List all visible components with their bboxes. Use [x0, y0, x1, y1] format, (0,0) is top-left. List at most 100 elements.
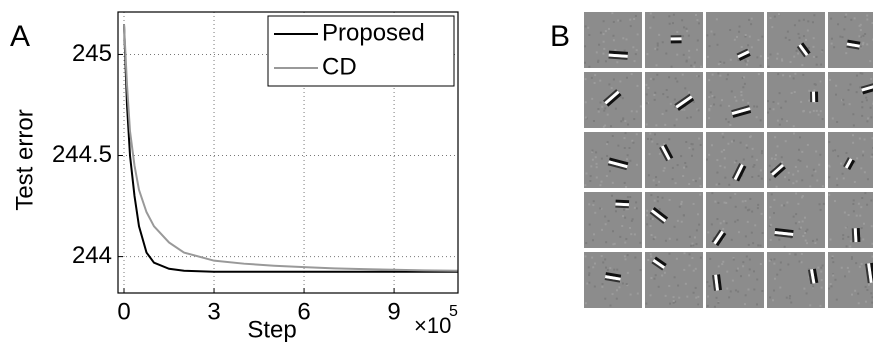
- noise: [725, 118, 727, 120]
- noise: [802, 74, 804, 76]
- noise: [698, 22, 700, 24]
- noise: [815, 150, 817, 152]
- noise: [854, 17, 856, 19]
- noise: [627, 196, 629, 198]
- noise: [835, 94, 837, 96]
- noise: [695, 268, 697, 270]
- noise: [834, 279, 836, 281]
- noise: [793, 77, 795, 79]
- noise: [683, 109, 685, 111]
- noise: [601, 181, 603, 183]
- noise: [688, 50, 690, 52]
- noise: [802, 110, 804, 112]
- noise: [717, 302, 719, 304]
- noise: [774, 158, 776, 160]
- noise: [867, 178, 869, 180]
- noise: [591, 257, 593, 259]
- noise: [803, 19, 805, 21]
- noise: [773, 290, 775, 292]
- noise: [866, 19, 868, 21]
- noise: [718, 63, 720, 65]
- noise: [634, 60, 636, 62]
- noise: [594, 286, 596, 288]
- noise: [683, 54, 685, 56]
- noise: [713, 103, 715, 105]
- noise: [626, 77, 628, 79]
- noise: [709, 258, 711, 260]
- noise: [596, 166, 598, 168]
- noise: [609, 170, 611, 172]
- noise: [668, 253, 670, 255]
- noise: [590, 165, 592, 167]
- noise: [685, 166, 687, 168]
- noise: [740, 275, 742, 277]
- noise: [631, 73, 633, 75]
- noise: [740, 94, 742, 96]
- noise: [630, 233, 632, 235]
- noise: [682, 35, 684, 37]
- noise: [708, 96, 710, 98]
- noise: [734, 96, 736, 98]
- noise: [800, 227, 802, 229]
- noise: [761, 290, 763, 292]
- noise: [845, 152, 847, 154]
- noise: [683, 167, 685, 169]
- noise: [670, 103, 672, 105]
- noise: [593, 200, 595, 202]
- noise: [861, 227, 863, 229]
- noise: [698, 224, 700, 226]
- noise: [696, 19, 698, 21]
- noise: [691, 257, 693, 259]
- noise: [836, 121, 838, 123]
- noise: [650, 294, 652, 296]
- noise: [793, 56, 795, 58]
- noise: [801, 64, 803, 66]
- noise: [605, 267, 607, 269]
- noise: [695, 287, 697, 289]
- noise: [710, 31, 712, 33]
- noise: [816, 239, 818, 241]
- noise: [602, 53, 604, 55]
- noise: [779, 124, 781, 126]
- noise: [789, 75, 791, 77]
- noise: [717, 202, 719, 204]
- noise: [859, 138, 861, 140]
- noise: [862, 238, 864, 240]
- noise: [584, 62, 586, 64]
- noise: [834, 200, 836, 202]
- noise: [632, 142, 634, 144]
- noise: [865, 301, 867, 303]
- noise: [828, 141, 830, 143]
- noise: [789, 253, 791, 255]
- noise: [664, 272, 666, 274]
- noise: [734, 221, 736, 223]
- noise: [861, 73, 863, 75]
- noise: [711, 192, 713, 194]
- noise: [603, 110, 605, 112]
- noise: [769, 53, 771, 55]
- noise: [659, 153, 661, 155]
- noise: [626, 208, 628, 210]
- noise: [859, 215, 861, 217]
- noise: [698, 75, 700, 77]
- noise: [819, 154, 821, 156]
- noise: [707, 296, 709, 298]
- noise: [646, 223, 648, 225]
- noise: [584, 184, 586, 186]
- noise: [779, 92, 781, 94]
- noise: [769, 216, 771, 218]
- noise: [692, 143, 694, 145]
- noise: [856, 75, 858, 77]
- noise: [619, 20, 621, 22]
- noise: [688, 91, 690, 93]
- noise: [776, 274, 778, 276]
- noise: [864, 192, 866, 194]
- noise: [608, 83, 610, 85]
- noise: [870, 200, 872, 202]
- noise: [761, 36, 763, 38]
- noise: [851, 256, 853, 258]
- noise: [761, 213, 763, 215]
- noise: [676, 118, 678, 120]
- noise: [680, 155, 682, 157]
- noise: [708, 79, 710, 81]
